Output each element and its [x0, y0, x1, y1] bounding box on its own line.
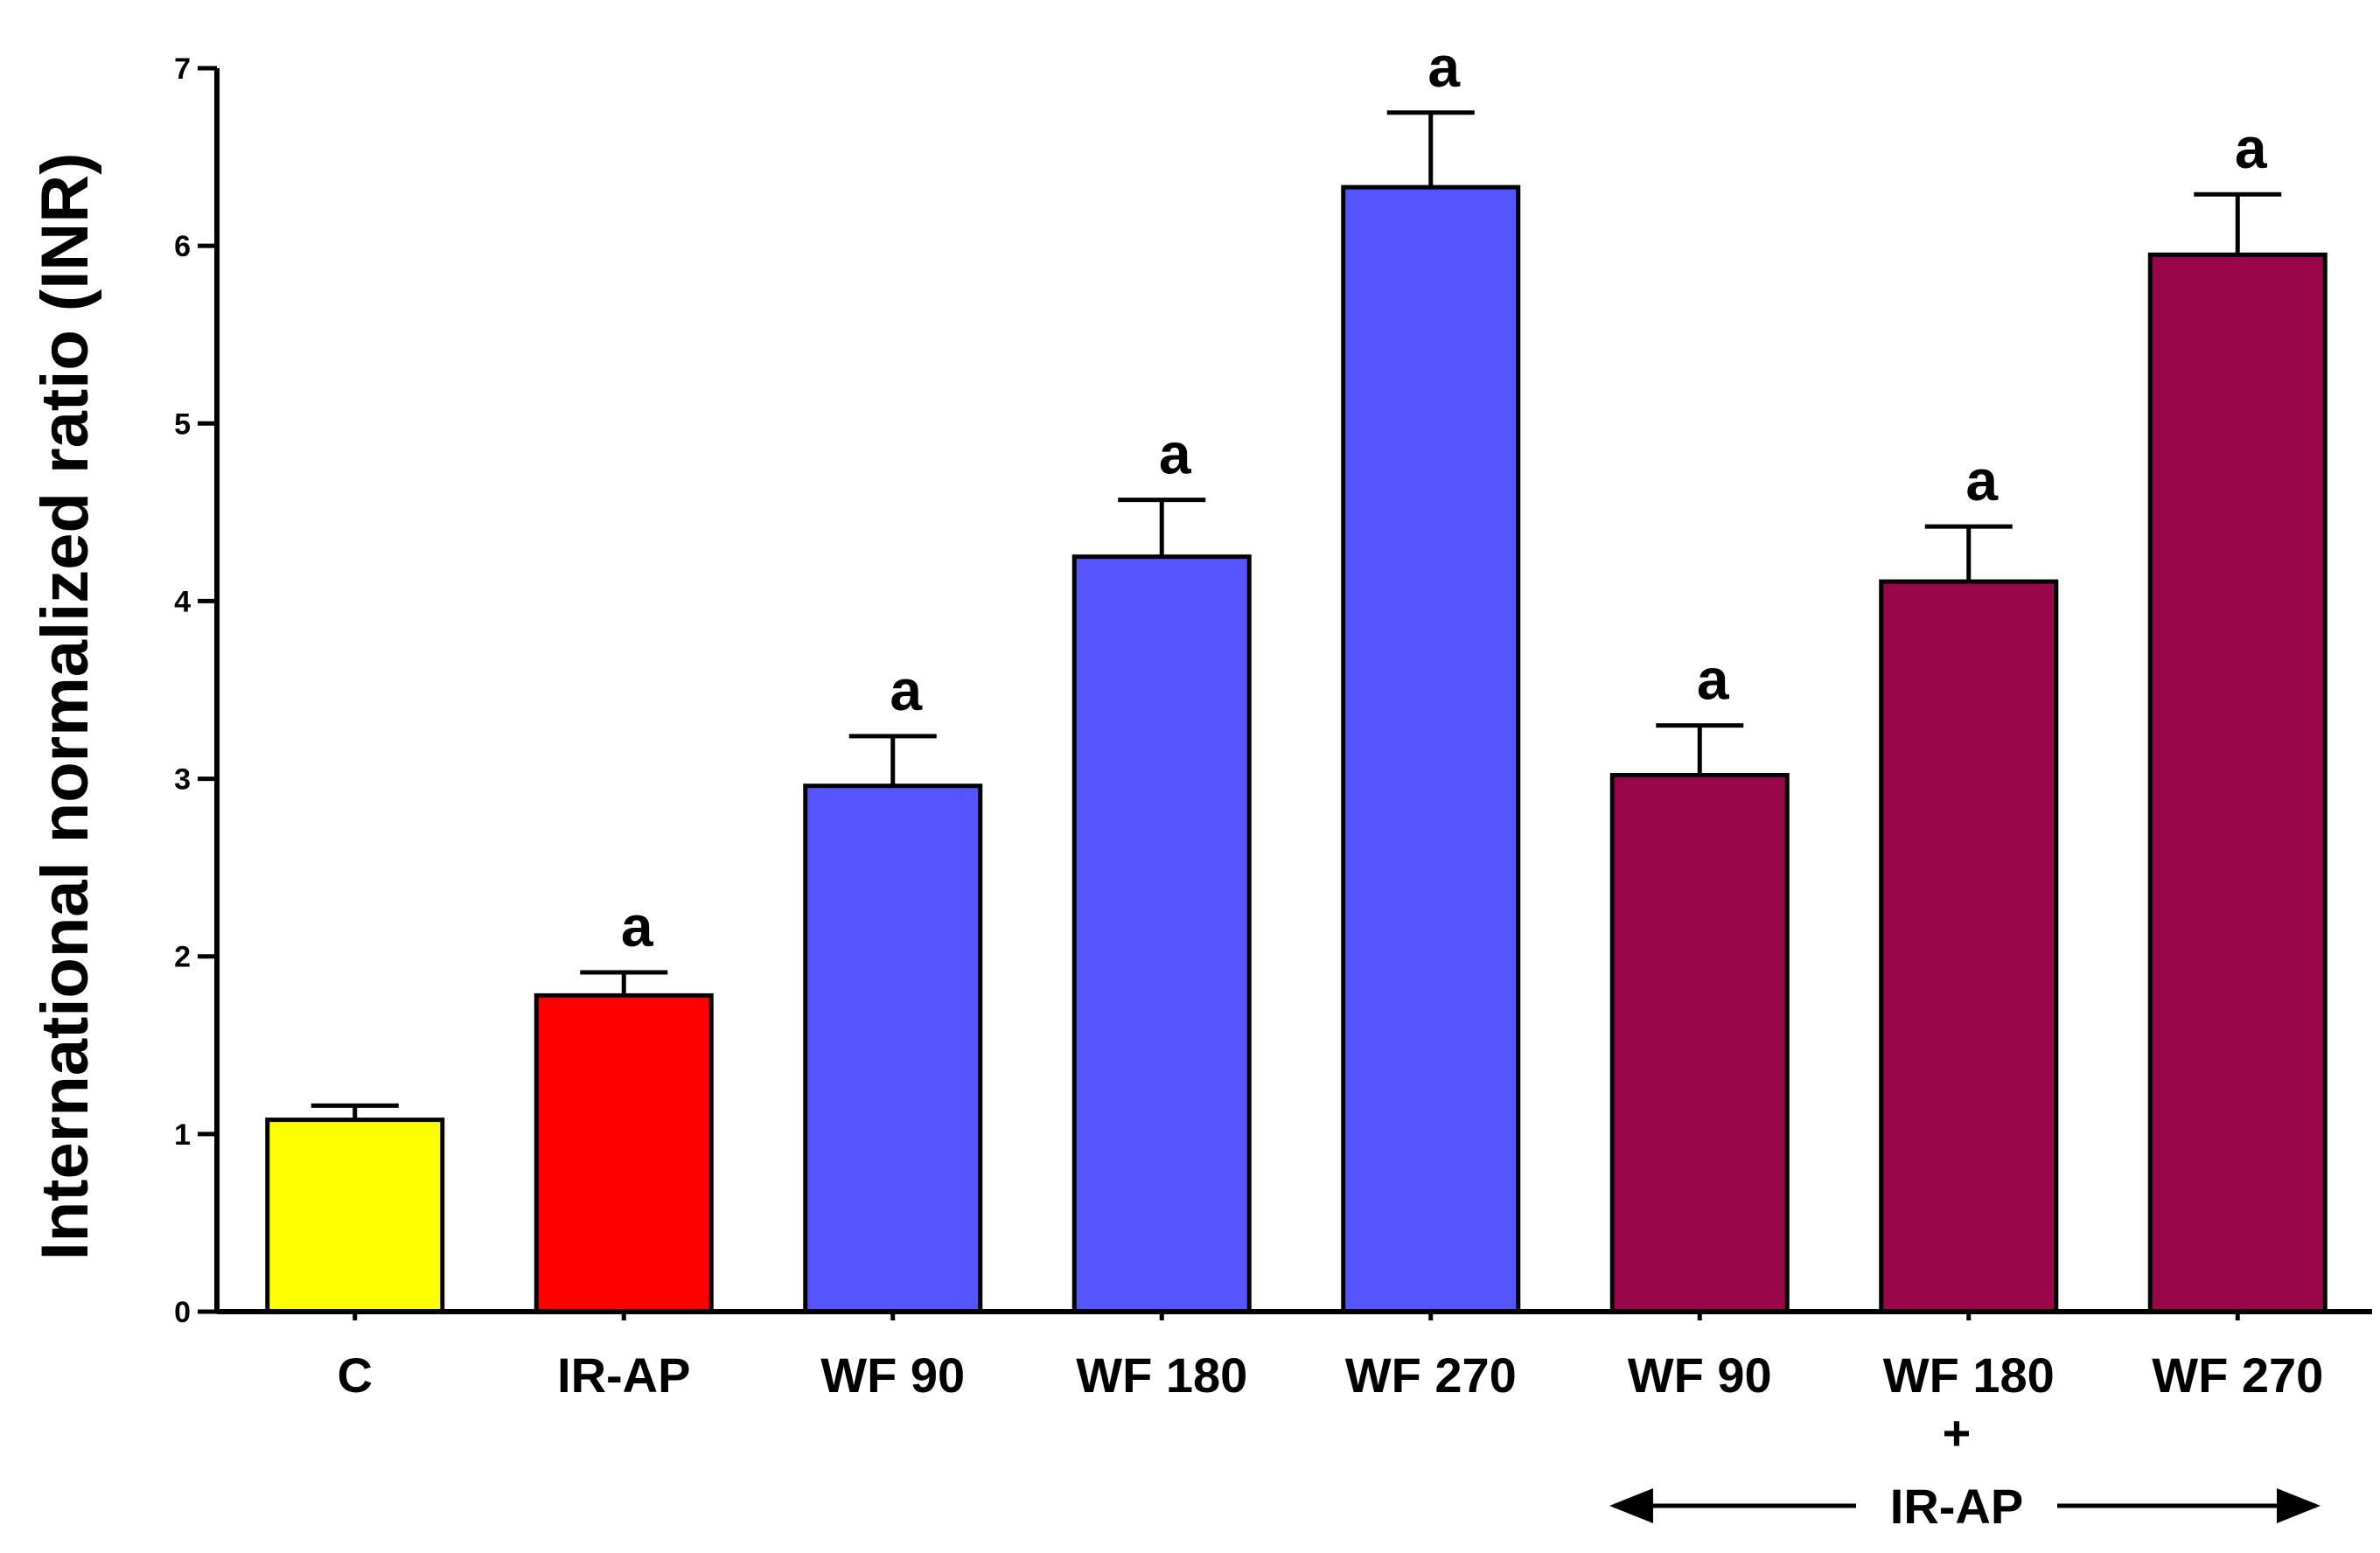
category-label: C	[338, 1348, 373, 1403]
significance-label: a	[1427, 34, 1461, 99]
bar	[534, 992, 714, 1314]
significance-label: a	[1965, 448, 1999, 512]
category-label: WF 90	[1628, 1348, 1772, 1403]
y-tick-label: 6	[174, 230, 191, 263]
y-tick-label: 4	[174, 585, 191, 618]
category-label: WF 180	[1076, 1348, 1247, 1403]
y-tick-label: 3	[174, 763, 191, 797]
category-label: IR-AP	[557, 1348, 690, 1403]
significance-label: a	[621, 894, 654, 958]
bar	[1609, 773, 1790, 1314]
y-tick-label: 7	[174, 52, 191, 86]
bar	[1341, 185, 1521, 1314]
group-plus-sign: +	[1943, 1405, 1972, 1460]
category-label: WF 90	[820, 1348, 965, 1403]
bar	[1071, 554, 1252, 1314]
category-label: WF 270	[2152, 1348, 2323, 1403]
significance-label: a	[890, 658, 923, 722]
category-label: WF 270	[1345, 1348, 1517, 1403]
significance-label: a	[2235, 115, 2268, 180]
category-label: WF 180	[1883, 1348, 2055, 1403]
significance-label: a	[1159, 421, 1192, 486]
bar	[265, 1118, 445, 1314]
y-tick-label: 1	[174, 1118, 191, 1152]
bar	[803, 783, 983, 1314]
bar	[2147, 252, 2328, 1314]
bar	[1879, 579, 2059, 1314]
y-tick-label: 0	[174, 1296, 191, 1329]
y-axis-title: International normalized ratio (INR)	[28, 153, 102, 1261]
significance-label: a	[1697, 647, 1730, 712]
y-tick-label: 5	[174, 407, 191, 441]
y-tick-label: 2	[174, 941, 191, 974]
group-label: IR-AP	[1890, 1479, 2023, 1534]
